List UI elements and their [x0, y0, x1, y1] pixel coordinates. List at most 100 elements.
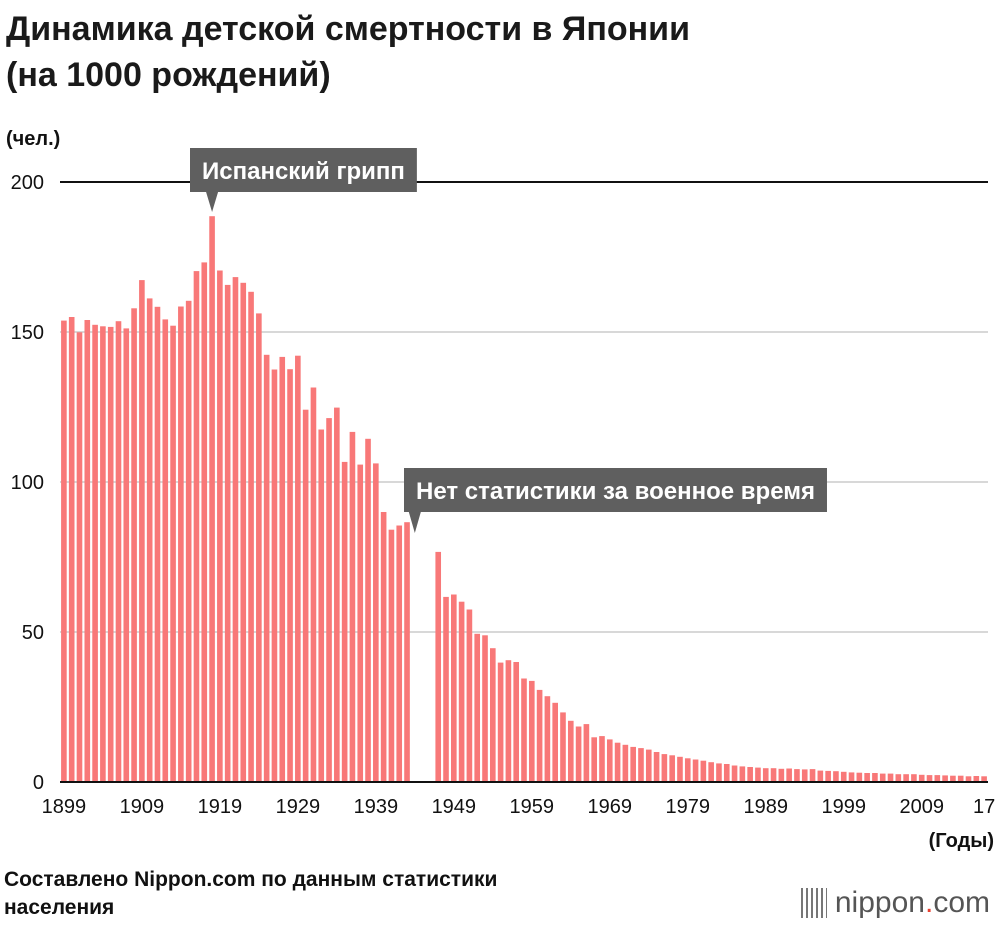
bar — [942, 775, 948, 782]
bar — [318, 429, 325, 782]
title-line-1: Динамика детской смертности в Японии — [6, 10, 690, 48]
bar — [778, 768, 785, 782]
bar — [536, 689, 543, 782]
x-tick-label: 1899 — [42, 796, 87, 818]
bar — [388, 529, 395, 782]
bar — [68, 317, 75, 782]
bar — [864, 773, 870, 782]
bar — [232, 277, 239, 782]
bar — [981, 776, 987, 782]
bar — [287, 369, 293, 782]
bar — [435, 551, 442, 782]
bar — [552, 702, 559, 782]
bar — [326, 418, 332, 782]
bar — [638, 748, 644, 782]
y-tick-label: 200 — [11, 172, 44, 194]
bar — [263, 354, 270, 782]
bar — [911, 774, 917, 782]
bar — [926, 775, 933, 782]
bar — [107, 326, 114, 782]
bar — [747, 767, 753, 782]
x-tick-label: 1999 — [821, 796, 866, 818]
bar — [357, 464, 364, 782]
x-tick-label: 1989 — [743, 796, 788, 818]
bar — [825, 770, 831, 782]
bar — [115, 321, 122, 782]
callout-no-wartime-data: Нет статистики за военное время — [404, 468, 827, 533]
title-line-2: (на 1000 рождений) — [6, 56, 331, 94]
bar — [794, 769, 800, 782]
bar — [934, 775, 941, 782]
bar — [341, 461, 348, 782]
x-tick-label: 17 — [973, 796, 995, 818]
bar — [622, 744, 629, 782]
x-tick-label: 1929 — [276, 796, 321, 818]
bar — [965, 776, 972, 782]
bar — [817, 770, 824, 782]
bar — [61, 320, 67, 782]
bar — [248, 291, 254, 782]
bar — [489, 648, 496, 782]
bar — [809, 769, 816, 782]
bar — [474, 633, 481, 782]
bar — [466, 609, 473, 782]
bar — [271, 369, 278, 782]
bar — [591, 737, 597, 782]
bar — [653, 752, 660, 782]
bar — [755, 767, 761, 782]
bar — [723, 764, 730, 782]
bar — [833, 771, 839, 782]
bar — [100, 326, 106, 782]
bar — [762, 768, 769, 782]
bar — [677, 756, 683, 782]
bar — [482, 635, 488, 782]
bar — [209, 216, 215, 782]
callout-pointer — [408, 512, 421, 533]
bar — [903, 774, 909, 782]
bar — [918, 774, 925, 782]
bar — [404, 522, 410, 782]
bar — [786, 768, 792, 782]
nippon-logo: nippon. com — [800, 886, 990, 920]
bar — [365, 438, 371, 782]
bar — [497, 662, 504, 782]
bar — [840, 771, 847, 782]
y-tick-label: 50 — [22, 622, 44, 644]
x-axis-unit-label: (Годы) — [928, 830, 994, 852]
bar — [973, 776, 980, 782]
y-tick-label: 100 — [11, 472, 44, 494]
bar — [170, 325, 176, 782]
bar — [240, 282, 247, 782]
bar — [396, 525, 403, 782]
bar — [630, 746, 636, 782]
bar — [606, 739, 613, 782]
bar — [178, 306, 184, 782]
callout-spanish-flu: Испанский грипп — [190, 148, 417, 212]
x-tick-label: 1959 — [510, 796, 555, 818]
callout-pointer — [206, 192, 219, 212]
bar — [528, 680, 535, 782]
bar — [521, 678, 527, 782]
bar — [162, 319, 169, 782]
bar — [957, 775, 964, 782]
bar — [458, 601, 465, 782]
bar — [692, 759, 699, 782]
logo-bars-icon — [800, 888, 827, 918]
bar — [887, 773, 894, 782]
bar — [708, 762, 714, 782]
bar — [856, 772, 863, 782]
bar — [513, 662, 520, 782]
bar — [154, 306, 161, 782]
bar — [583, 724, 590, 782]
bar — [599, 736, 605, 782]
bar — [256, 313, 262, 782]
bar — [848, 772, 855, 782]
bar — [872, 773, 878, 782]
bar — [614, 742, 621, 782]
x-tick-label: 1979 — [666, 796, 711, 818]
bar — [684, 758, 691, 782]
x-tick-label: 1939 — [354, 796, 399, 818]
bar — [295, 355, 301, 782]
x-tick-label: 1919 — [198, 796, 243, 818]
